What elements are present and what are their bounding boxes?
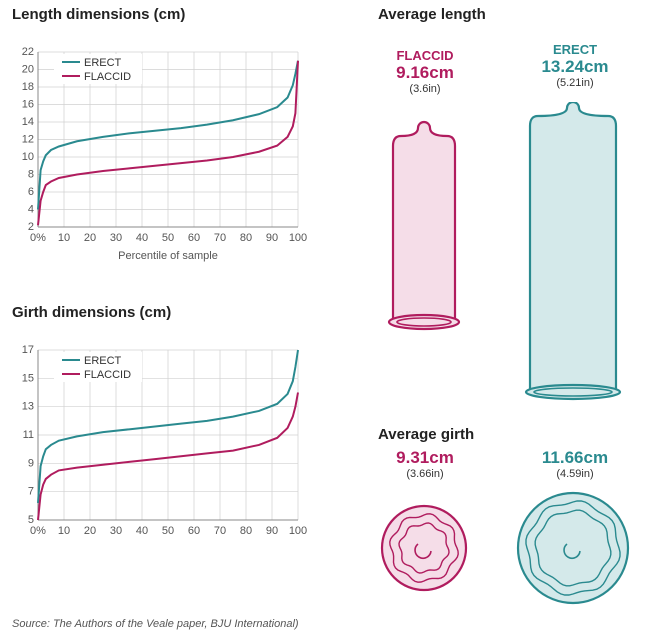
svg-text:6: 6 <box>28 186 34 198</box>
avg-length-title: Average length <box>378 6 486 23</box>
svg-text:60: 60 <box>188 525 200 537</box>
svg-text:ERECT: ERECT <box>84 57 122 69</box>
svg-text:30: 30 <box>110 232 122 244</box>
svg-text:7: 7 <box>28 486 34 498</box>
svg-text:22: 22 <box>22 46 34 58</box>
svg-text:10: 10 <box>58 525 70 537</box>
flaccid-length-cm: 9.16cm <box>370 63 480 83</box>
svg-text:90: 90 <box>266 525 278 537</box>
flaccid-length-in: (3.6in) <box>370 83 480 95</box>
avg-girth-title: Average girth <box>378 426 474 443</box>
svg-text:20: 20 <box>84 232 96 244</box>
erect-label: ERECT <box>510 42 640 57</box>
svg-text:18: 18 <box>22 81 34 93</box>
svg-text:17: 17 <box>22 344 34 356</box>
flaccid-girth-in: (3.66in) <box>370 468 480 480</box>
flaccid-label: FLACCID <box>370 48 480 63</box>
svg-text:11: 11 <box>23 429 34 441</box>
source-text: Source: The Authors of the Veale paper, … <box>12 618 299 630</box>
svg-text:FLACCID: FLACCID <box>84 369 131 381</box>
svg-text:4: 4 <box>28 204 34 216</box>
svg-text:0%: 0% <box>30 232 46 244</box>
length-chart-title: Length dimensions (cm) <box>12 6 185 23</box>
svg-text:50: 50 <box>162 525 174 537</box>
svg-text:30: 30 <box>110 525 122 537</box>
svg-text:10: 10 <box>22 151 34 163</box>
girth-chart-title: Girth dimensions (cm) <box>12 304 171 321</box>
svg-text:20: 20 <box>84 525 96 537</box>
svg-text:15: 15 <box>22 372 34 384</box>
condom-illustration <box>358 102 657 412</box>
svg-text:9: 9 <box>28 457 34 469</box>
svg-text:10: 10 <box>58 232 70 244</box>
length-chart: 2468101214161820220%10203040506070809010… <box>8 22 318 262</box>
svg-text:16: 16 <box>22 99 34 111</box>
svg-text:20: 20 <box>22 64 34 76</box>
svg-text:13: 13 <box>22 401 34 413</box>
svg-text:80: 80 <box>240 232 252 244</box>
svg-text:50: 50 <box>162 232 174 244</box>
svg-text:60: 60 <box>188 232 200 244</box>
svg-text:8: 8 <box>28 169 34 181</box>
svg-text:90: 90 <box>266 232 278 244</box>
svg-text:14: 14 <box>22 116 34 128</box>
flaccid-girth-cm: 9.31cm <box>370 448 480 468</box>
erect-girth-in: (4.59in) <box>510 468 640 480</box>
svg-text:100: 100 <box>289 232 307 244</box>
svg-text:100: 100 <box>289 525 307 537</box>
girth-chart: 579111315170%102030405060708090100ERECTF… <box>8 320 318 555</box>
svg-text:70: 70 <box>214 525 226 537</box>
svg-text:FLACCID: FLACCID <box>84 71 131 83</box>
svg-text:40: 40 <box>136 525 148 537</box>
svg-text:70: 70 <box>214 232 226 244</box>
svg-text:ERECT: ERECT <box>84 355 122 367</box>
svg-text:Percentile of sample: Percentile of sample <box>118 250 218 262</box>
erect-length-cm: 13.24cm <box>510 57 640 77</box>
svg-text:80: 80 <box>240 525 252 537</box>
girth-rings-illustration <box>358 488 657 628</box>
erect-girth-cm: 11.66cm <box>510 448 640 468</box>
erect-length-in: (5.21in) <box>510 77 640 89</box>
svg-text:40: 40 <box>136 232 148 244</box>
svg-text:0%: 0% <box>30 525 46 537</box>
svg-text:12: 12 <box>22 134 34 146</box>
